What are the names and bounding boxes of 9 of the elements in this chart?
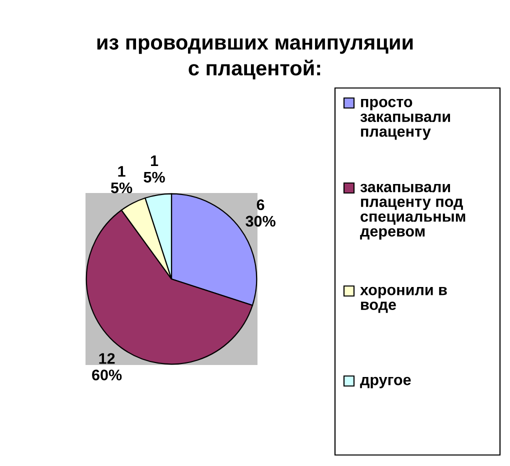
legend-label: просто закапывали плаценту — [360, 98, 450, 140]
chart-title: из проводивших манипуляции с плацентой: — [97, 38, 413, 80]
data-label: 1 5% — [144, 155, 165, 183]
data-label: 6 30% — [246, 199, 276, 227]
data-label: 1 5% — [110, 166, 132, 194]
legend-label: хоронили в воде — [360, 286, 447, 313]
legend-label: другое — [360, 376, 411, 388]
legend-label: закапывали плаценту под специальным деревом — [360, 184, 466, 240]
data-label: 12 60% — [92, 353, 122, 380]
